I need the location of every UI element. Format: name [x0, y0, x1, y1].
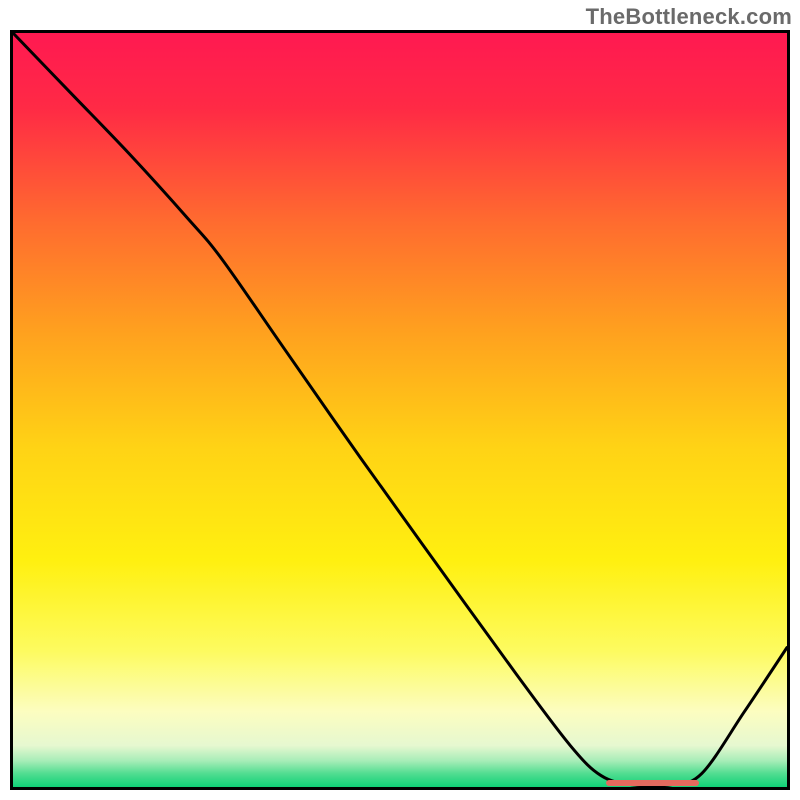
bottom-marker	[606, 780, 700, 786]
curve-svg	[13, 33, 787, 787]
plot-area	[10, 30, 790, 790]
curve-path	[13, 33, 787, 786]
watermark-text: TheBottleneck.com	[586, 4, 792, 30]
chart-container: TheBottleneck.com	[0, 0, 800, 800]
